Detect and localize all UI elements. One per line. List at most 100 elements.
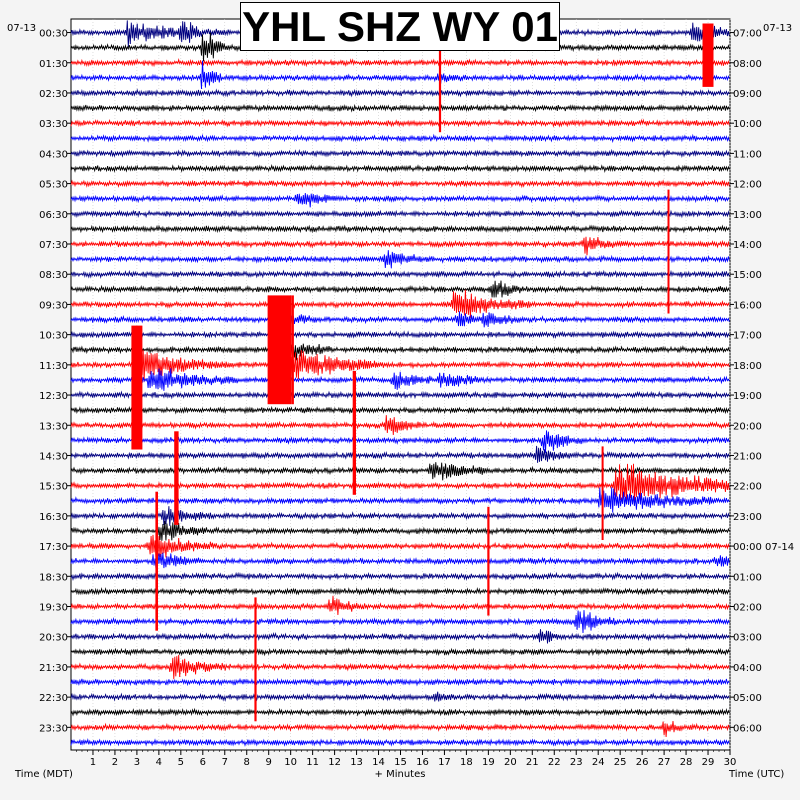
trace-row-16 [70, 269, 730, 279]
right-time-label-9: 16:00 [733, 300, 762, 311]
left-time-label-17: 17:30 [39, 542, 68, 553]
trace-row-25 [70, 405, 730, 415]
left-time-label-10: 10:30 [39, 331, 68, 342]
x-tick-label-18: 18 [460, 757, 473, 768]
seismic-traces [70, 20, 730, 747]
trace-row-31 [70, 487, 730, 513]
x-tick-label-2: 2 [112, 757, 118, 768]
left-time-label-12: 12:30 [39, 391, 68, 402]
right-time-label-4: 11:00 [733, 149, 762, 160]
minute-gridlines [92, 19, 731, 750]
trace-row-47 [70, 738, 730, 747]
trace-row-41 [70, 647, 730, 657]
left-time-label-1: 01:30 [39, 59, 68, 70]
left-time-label-14: 14:30 [39, 451, 68, 462]
right-time-label-10: 17:00 [733, 331, 762, 342]
x-tick-label-1: 1 [90, 757, 96, 768]
trace-row-43 [70, 677, 730, 687]
left-time-label-4: 04:30 [39, 149, 68, 160]
trace-row-24 [70, 390, 730, 400]
trace-row-27 [70, 430, 730, 453]
clipped-span-10 [487, 506, 490, 616]
left-time-label-0: 00:30 [39, 29, 68, 40]
x-axis-title: + Minutes [375, 769, 426, 780]
trace-row-14 [70, 236, 730, 256]
x-tick-label-24: 24 [592, 757, 605, 768]
right-time-label-21: 04:00 [733, 663, 762, 674]
trace-row-37 [70, 586, 730, 597]
right-time-label-23: 06:00 [733, 723, 762, 734]
left-time-label-6: 06:30 [39, 210, 68, 221]
left-time-label-19: 19:30 [39, 603, 68, 614]
right-time-label-2: 09:00 [733, 89, 762, 100]
left-time-label-7: 07:30 [39, 240, 68, 251]
right-time-label-13: 20:00 [733, 421, 762, 432]
trace-row-44 [70, 691, 730, 702]
trace-row-8 [70, 148, 730, 158]
x-tick-label-26: 26 [636, 757, 649, 768]
trace-row-26 [70, 415, 730, 436]
right-time-label-22: 05:00 [733, 693, 762, 704]
left-time-label-9: 09:30 [39, 300, 68, 311]
x-tick-label-25: 25 [614, 757, 627, 768]
trace-row-45 [70, 707, 730, 717]
right-time-labels: 07:00 08:00 09:00 10:00 11:00 12:00 13:00 14:00… [730, 29, 794, 734]
trace-row-5 [70, 103, 730, 113]
right-time-label-3: 10:00 [733, 119, 762, 130]
trace-row-13 [70, 224, 730, 234]
trace-row-15 [70, 250, 730, 269]
x-tick-label-27: 27 [658, 757, 671, 768]
right-time-label-12: 19:00 [733, 391, 762, 402]
left-time-label-5: 05:30 [39, 180, 68, 191]
trace-row-34 [70, 534, 730, 560]
trace-row-11 [70, 192, 730, 208]
trace-row-21 [70, 340, 730, 363]
clipped-span-11 [254, 597, 257, 722]
x-axis-ticks: 1 2 3 4 5 6 7 8 9 10 11 12 13 14 15 16 17 18 19 20 21 22 23 24 2… [76, 750, 736, 768]
right-date-label: 07-13 [763, 23, 792, 34]
trace-row-6 [70, 118, 730, 128]
x-tick-label-13: 13 [350, 757, 363, 768]
right-time-label-0: 07:00 [733, 29, 762, 40]
left-time-label-20: 20:30 [39, 633, 68, 644]
trace-row-23 [70, 368, 730, 391]
right-time-label-5: 12:00 [733, 180, 762, 191]
right-time-label-15: 22:00 [733, 482, 762, 493]
left-date-label: 07-13 [7, 23, 36, 34]
x-tick-label-10: 10 [284, 757, 297, 768]
x-tick-label-4: 4 [156, 757, 162, 768]
x-tick-label-29: 29 [702, 757, 715, 768]
x-tick-label-28: 28 [680, 757, 693, 768]
right-time-label-1: 08:00 [733, 59, 762, 70]
trace-row-18 [70, 289, 730, 318]
trace-row-40 [70, 629, 730, 644]
left-time-label-21: 21:30 [39, 663, 68, 674]
x-tick-label-16: 16 [416, 757, 429, 768]
trace-row-33 [70, 520, 730, 541]
clipped-span-0 [702, 23, 714, 87]
x-tick-label-23: 23 [570, 757, 583, 768]
trace-row-42 [70, 654, 730, 680]
trace-row-36 [70, 571, 730, 582]
trace-row-17 [70, 280, 730, 298]
trace-row-46 [70, 721, 730, 738]
trace-row-4 [70, 88, 730, 98]
left-time-label-2: 02:30 [39, 89, 68, 100]
x-tick-label-8: 8 [244, 757, 250, 768]
left-time-label-16: 16:30 [39, 512, 68, 523]
left-axis-title: Time (MDT) [14, 769, 73, 780]
trace-row-19 [70, 308, 730, 330]
right-time-label-19: 02:00 [733, 603, 762, 614]
x-tick-label-20: 20 [504, 757, 517, 768]
right-time-label-16: 23:00 [733, 512, 762, 523]
right-time-label-8: 15:00 [733, 270, 762, 281]
left-time-label-18: 18:30 [39, 572, 68, 583]
trace-row-9 [70, 164, 730, 173]
clipped-signal-markers [131, 23, 714, 722]
clipped-span-4 [291, 295, 294, 405]
left-time-label-22: 22:30 [39, 693, 68, 704]
right-axis-title: Time (UTC) [728, 769, 784, 780]
x-tick-label-5: 5 [178, 757, 184, 768]
clipped-span-7 [174, 431, 179, 525]
clipped-span-6 [352, 370, 356, 495]
